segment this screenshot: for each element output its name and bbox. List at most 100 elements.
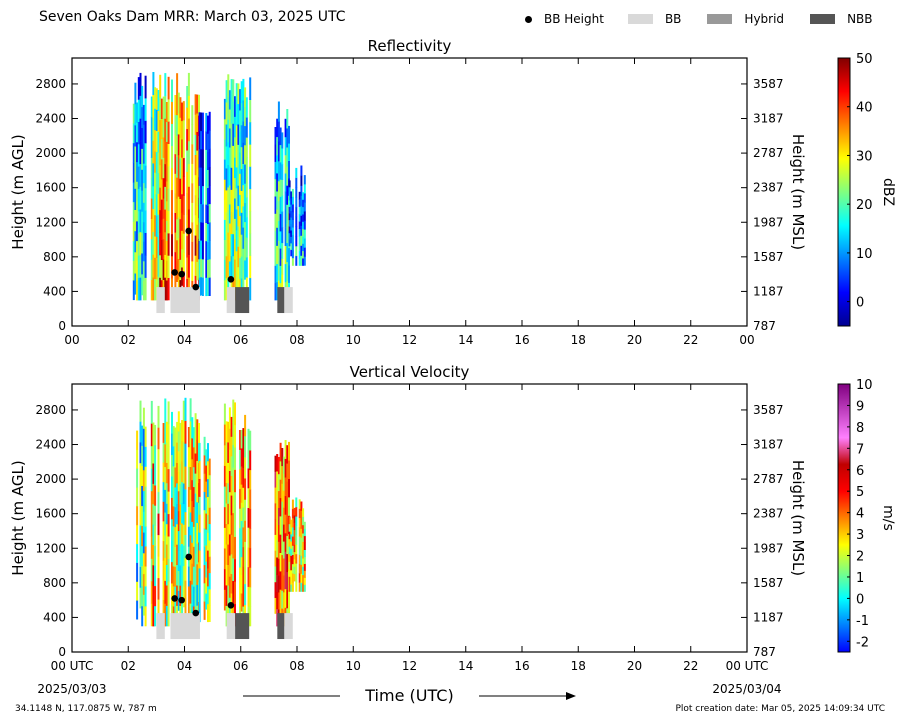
data-cell [181, 175, 184, 195]
data-cell [277, 121, 280, 142]
y-axis-label: Height (m AGL) [9, 134, 27, 249]
data-cell [191, 438, 194, 460]
data-cell [249, 77, 252, 100]
data-cell [208, 240, 211, 260]
colorbar-tick-label: 40 [856, 101, 873, 116]
data-cell [290, 519, 293, 528]
bb-height-marker [227, 276, 235, 283]
x-tick-label: 12 [402, 333, 417, 347]
data-cell [157, 534, 160, 557]
arrow-head-icon [566, 692, 576, 700]
data-cell [249, 469, 252, 490]
data-cell [205, 593, 208, 610]
data-cell [141, 425, 144, 446]
data-cell [242, 142, 245, 164]
data-cell [165, 544, 168, 565]
data-cell [196, 150, 199, 170]
data-cell [228, 185, 231, 205]
data-cell [189, 535, 192, 559]
data-cell [288, 219, 291, 227]
data-cell [171, 189, 173, 213]
data-cell [136, 102, 139, 123]
data-cell [240, 103, 243, 126]
data-cell [286, 589, 289, 609]
data-cell [239, 215, 242, 238]
data-cell [240, 448, 243, 467]
data-cell [240, 234, 243, 257]
data-cell [176, 198, 179, 220]
data-cell [288, 125, 290, 144]
data-cell [274, 230, 277, 249]
data-cell [225, 102, 228, 125]
bb-type-bar [284, 613, 293, 640]
data-cell [298, 228, 301, 237]
bb-height-marker [178, 270, 185, 278]
data-cell [240, 190, 243, 213]
data-cell [171, 123, 173, 146]
data-cell [177, 154, 180, 176]
data-cell [179, 483, 182, 505]
data-cell [274, 534, 277, 551]
data-cell [208, 589, 211, 606]
data-cell [223, 589, 226, 611]
data-cell [136, 280, 139, 301]
data-cell [142, 449, 145, 471]
data-cell [157, 577, 160, 600]
data-cell [200, 112, 203, 132]
data-cell [295, 535, 298, 545]
data-cell [290, 217, 293, 224]
data-cell [284, 551, 287, 571]
data-cell [288, 460, 290, 479]
data-cell [208, 203, 211, 223]
data-cell [196, 131, 199, 151]
data-cell [187, 118, 190, 142]
data-cell [196, 543, 199, 565]
data-cell [244, 164, 247, 184]
data-cell [184, 420, 187, 444]
hybrid-swatch-icon [707, 14, 733, 24]
data-cell [187, 231, 190, 255]
data-cell [139, 442, 142, 464]
data-cell [232, 558, 235, 581]
data-cell [274, 471, 277, 488]
data-cell [194, 433, 197, 454]
data-cell [171, 145, 173, 169]
data-cell [198, 222, 201, 241]
data-cell [223, 444, 226, 466]
data-cell [277, 457, 280, 475]
data-cell [181, 102, 184, 122]
data-cell [288, 247, 290, 266]
data-cell [295, 206, 298, 217]
data-cell [239, 449, 242, 470]
data-cell [196, 113, 199, 132]
data-cell [200, 185, 203, 205]
data-cell [162, 560, 165, 581]
data-cell [234, 491, 236, 515]
y2-tick-label: 1587 [753, 250, 784, 264]
colorbar-tick-label: 10 [856, 247, 873, 262]
data-cell [242, 100, 245, 122]
data-cell [167, 210, 170, 234]
data-cell [303, 202, 306, 212]
data-cell [171, 79, 173, 102]
data-cell [303, 584, 306, 592]
data-cell [167, 255, 170, 278]
data-cell [276, 522, 279, 541]
data-cell [274, 161, 277, 180]
data-cell [136, 142, 139, 163]
data-cell [164, 512, 167, 536]
data-cell [242, 269, 245, 292]
data-cell [157, 513, 160, 536]
data-cell [196, 460, 199, 482]
data-cell [276, 574, 279, 592]
bb-type-bar [284, 287, 293, 314]
data-cell [152, 442, 155, 464]
data-cell [176, 462, 179, 484]
data-cell [303, 220, 306, 230]
data-cell [298, 191, 301, 200]
data-cell [154, 485, 157, 506]
data-cell [281, 211, 284, 228]
data-cell [203, 564, 206, 584]
data-cell [184, 466, 187, 490]
data-cell [300, 519, 303, 529]
